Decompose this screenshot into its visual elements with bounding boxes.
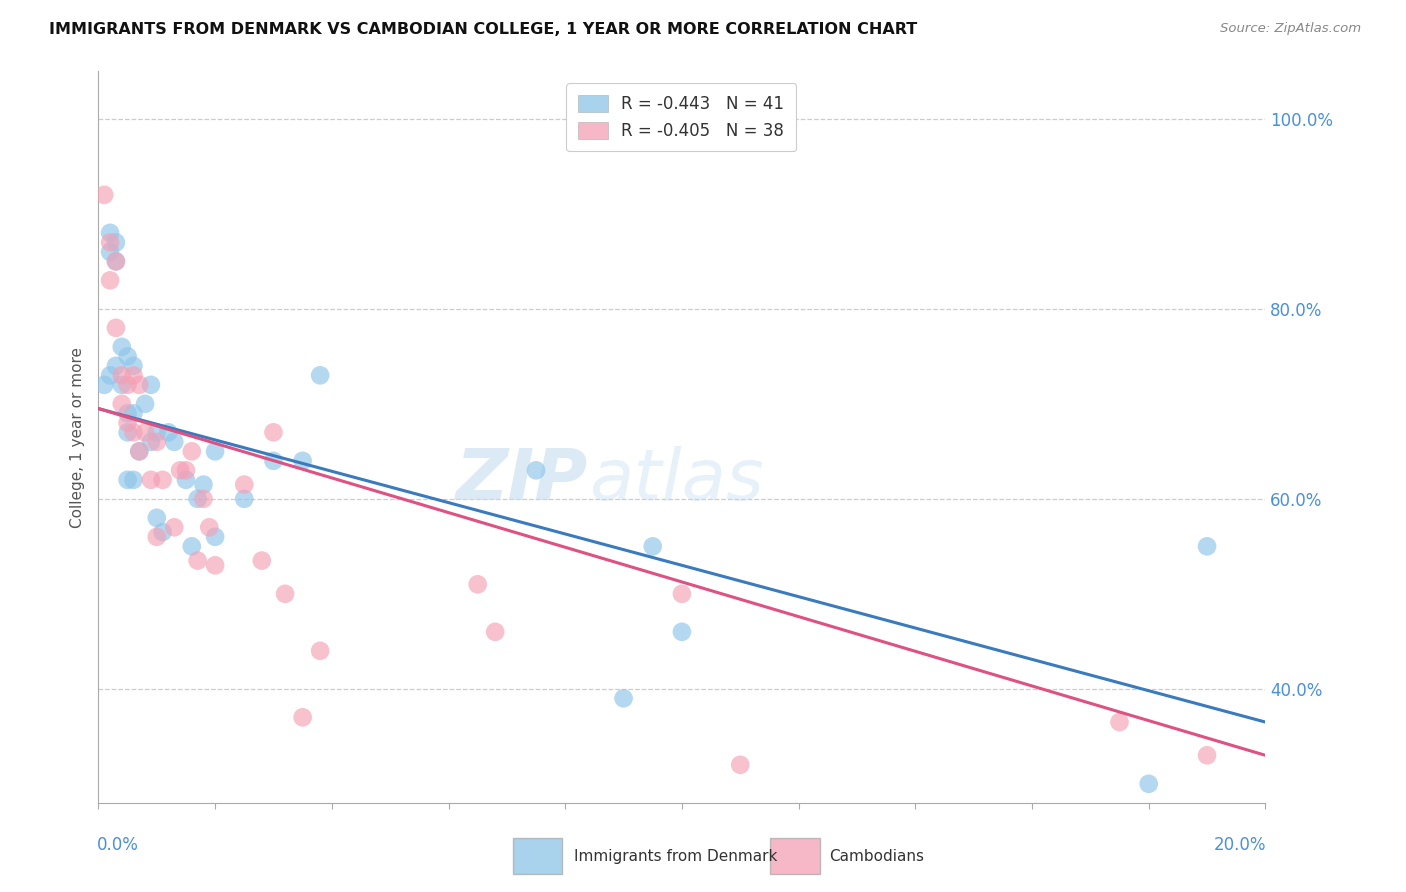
Point [1137,777,1160,791]
Point [117,416,139,430]
Point [98,244,121,259]
Point [524,463,547,477]
Point [1108,714,1130,729]
Point [93,377,115,392]
Point [139,473,162,487]
Point [198,520,221,534]
Point [117,473,139,487]
Point [104,321,127,335]
Point [111,340,134,354]
Point [291,454,314,468]
Point [98,226,121,240]
Point [111,377,134,392]
Point [104,254,127,268]
Point [180,539,202,553]
Point [117,349,139,363]
Text: 0.0%: 0.0% [97,836,139,854]
Point [122,368,145,383]
Point [671,587,693,601]
Text: ZIP: ZIP [457,447,589,516]
Point [204,530,226,544]
Point [104,254,127,268]
Y-axis label: College, 1 year or more: College, 1 year or more [69,347,84,527]
Point [1195,748,1218,763]
Point [134,425,156,440]
Point [174,473,197,487]
Point [193,477,215,491]
Point [250,553,273,567]
Point [146,434,169,449]
Point [134,397,156,411]
Point [187,553,209,567]
Point [128,377,150,392]
Point [612,691,634,706]
Point [146,511,169,525]
Point [728,757,751,772]
Point [204,558,226,573]
Point [262,454,284,468]
Point [169,463,191,477]
Point [163,520,186,534]
Text: atlas: atlas [589,447,763,516]
Point [128,444,150,458]
Text: Source: ZipAtlas.com: Source: ZipAtlas.com [1220,22,1361,36]
FancyBboxPatch shape [770,838,820,874]
Point [104,359,127,373]
Point [291,710,314,724]
Point [152,473,174,487]
Point [128,444,150,458]
Point [262,425,284,440]
Point [274,587,297,601]
Point [98,273,121,287]
Point [180,444,202,458]
Point [117,406,139,420]
Point [163,434,186,449]
Point [174,463,197,477]
Point [187,491,209,506]
Point [484,624,506,639]
Point [233,491,256,506]
Point [111,368,134,383]
Text: 20.0%: 20.0% [1213,836,1267,854]
FancyBboxPatch shape [513,838,562,874]
Point [157,425,180,440]
Point [98,235,121,250]
Point [122,406,145,420]
Point [139,377,162,392]
Point [1195,539,1218,553]
Point [122,473,145,487]
Point [193,491,215,506]
Text: Immigrants from Denmark: Immigrants from Denmark [574,849,778,863]
Legend: R = -0.443   N = 41, R = -0.405   N = 38: R = -0.443 N = 41, R = -0.405 N = 38 [567,83,796,152]
Point [152,524,174,539]
Point [117,377,139,392]
Point [671,624,693,639]
Point [139,434,162,449]
Point [122,425,145,440]
Point [233,477,256,491]
Point [204,444,226,458]
Point [146,530,169,544]
Point [117,425,139,440]
Point [467,577,489,591]
Text: Cambodians: Cambodians [830,849,925,863]
Point [309,644,332,658]
Text: IMMIGRANTS FROM DENMARK VS CAMBODIAN COLLEGE, 1 YEAR OR MORE CORRELATION CHART: IMMIGRANTS FROM DENMARK VS CAMBODIAN COL… [49,22,918,37]
Point [111,397,134,411]
Point [93,187,115,202]
Point [146,425,169,440]
Point [104,235,127,250]
Point [98,368,121,383]
Point [122,359,145,373]
Point [309,368,332,383]
Point [641,539,664,553]
